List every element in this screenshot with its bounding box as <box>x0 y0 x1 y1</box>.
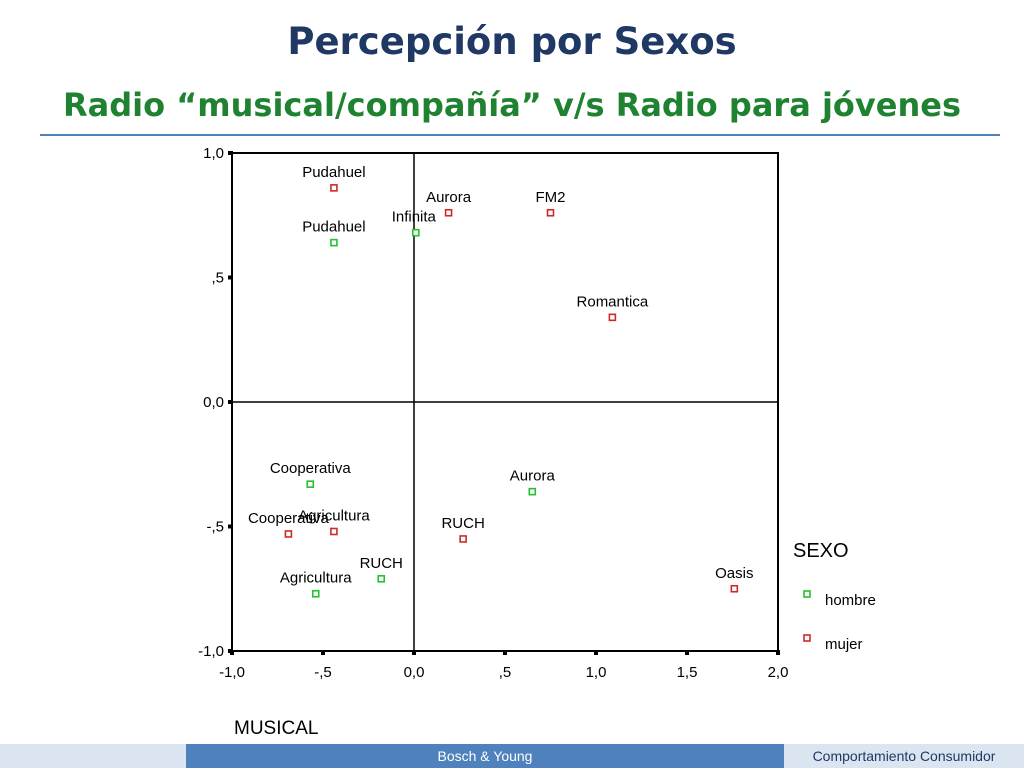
data-point-hombre <box>330 238 338 247</box>
x-tick-label: -1,0 <box>219 664 245 681</box>
x-tick-label: 0,0 <box>404 664 425 681</box>
legend-title: SEXO <box>793 540 849 562</box>
data-point-label: FM2 <box>536 189 566 206</box>
footer-author: Bosch & Young <box>186 744 784 768</box>
x-tick-label: 2,0 <box>768 664 789 681</box>
data-point-hombre <box>528 487 537 496</box>
x-tick-mark <box>321 650 325 655</box>
data-point-mujer <box>444 208 453 217</box>
chart-axes: -1,0 -,5 0,0 ,5 1,0 1,5 2,0 1,0 ,5 0,0 -,5 -1,0 MUSI… <box>198 145 788 739</box>
data-point-label: Infinita <box>392 209 437 226</box>
x-tick-label: -,5 <box>314 664 332 681</box>
data-point-label: Romantica <box>577 293 649 310</box>
slide-title: Percepción por Sexos <box>287 20 737 63</box>
data-point-mujer <box>330 184 338 192</box>
x-tick-mark <box>594 650 598 655</box>
y-tick-mark <box>228 400 233 404</box>
y-tick-mark <box>228 524 233 529</box>
data-point-label: Aurora <box>510 468 556 485</box>
chart-marks: Pudahuel Infinita Cooperativa Aurora RUCH Agr… <box>248 164 753 598</box>
data-point-label: Pudahuel <box>302 164 365 181</box>
data-point-hombre <box>377 574 386 583</box>
data-point-mujer <box>330 527 338 536</box>
data-point-label: Pudahuel <box>302 219 365 236</box>
scatter-chart: -1,0 -,5 0,0 ,5 1,0 1,5 2,0 1,0 ,5 0,0 -,5 -1,0 MUSI… <box>198 145 876 739</box>
data-point-mujer <box>459 535 467 543</box>
data-point-label: RUCH <box>360 555 403 572</box>
data-point-label: Agricultura <box>298 507 370 524</box>
x-axis-label: MUSICAL <box>234 718 318 739</box>
chart-legend: SEXO hombre mujer <box>793 540 876 653</box>
y-tick-label: 1,0 <box>203 145 224 162</box>
y-tick-mark <box>228 151 233 155</box>
x-tick-label: ,5 <box>499 664 512 681</box>
data-point-label: Oasis <box>715 565 753 582</box>
y-tick-mark <box>228 649 233 653</box>
y-tick-label: -,5 <box>206 519 224 536</box>
x-tick-label: 1,5 <box>677 664 698 681</box>
x-tick-mark <box>412 650 416 655</box>
data-point-hombre <box>412 228 420 237</box>
data-point-label: Aurora <box>426 189 472 206</box>
data-point-mujer <box>284 530 293 538</box>
y-tick-label: ,5 <box>211 270 224 287</box>
data-point-label: Cooperativa <box>270 460 352 477</box>
legend-label-hombre: hombre <box>825 592 876 609</box>
legend-swatch-hombre <box>803 590 811 598</box>
y-tick-label: 0,0 <box>203 394 224 411</box>
x-tick-mark <box>685 650 689 655</box>
data-point-label: Agricultura <box>280 570 352 587</box>
data-point-label: Cooperativa <box>248 510 330 527</box>
data-point-hombre <box>306 480 315 488</box>
slide-subtitle: Radio “musical/compañía” v/s Radio para … <box>63 86 961 124</box>
data-point-mujer <box>608 313 617 322</box>
x-tick-label: 1,0 <box>586 664 607 681</box>
data-point-hombre <box>311 589 320 598</box>
x-tick-mark <box>503 650 507 655</box>
footer-course: Comportamiento Consumidor <box>784 744 1024 768</box>
data-point-mujer <box>730 584 739 593</box>
y-tick-mark <box>228 275 233 280</box>
legend-swatch-mujer <box>803 634 811 642</box>
data-point-mujer <box>546 208 555 217</box>
x-tick-mark <box>776 650 780 655</box>
y-tick-label: -1,0 <box>198 643 224 660</box>
data-point-label: RUCH <box>441 515 484 532</box>
legend-label-mujer: mujer <box>825 636 863 653</box>
title-divider <box>40 134 1000 136</box>
